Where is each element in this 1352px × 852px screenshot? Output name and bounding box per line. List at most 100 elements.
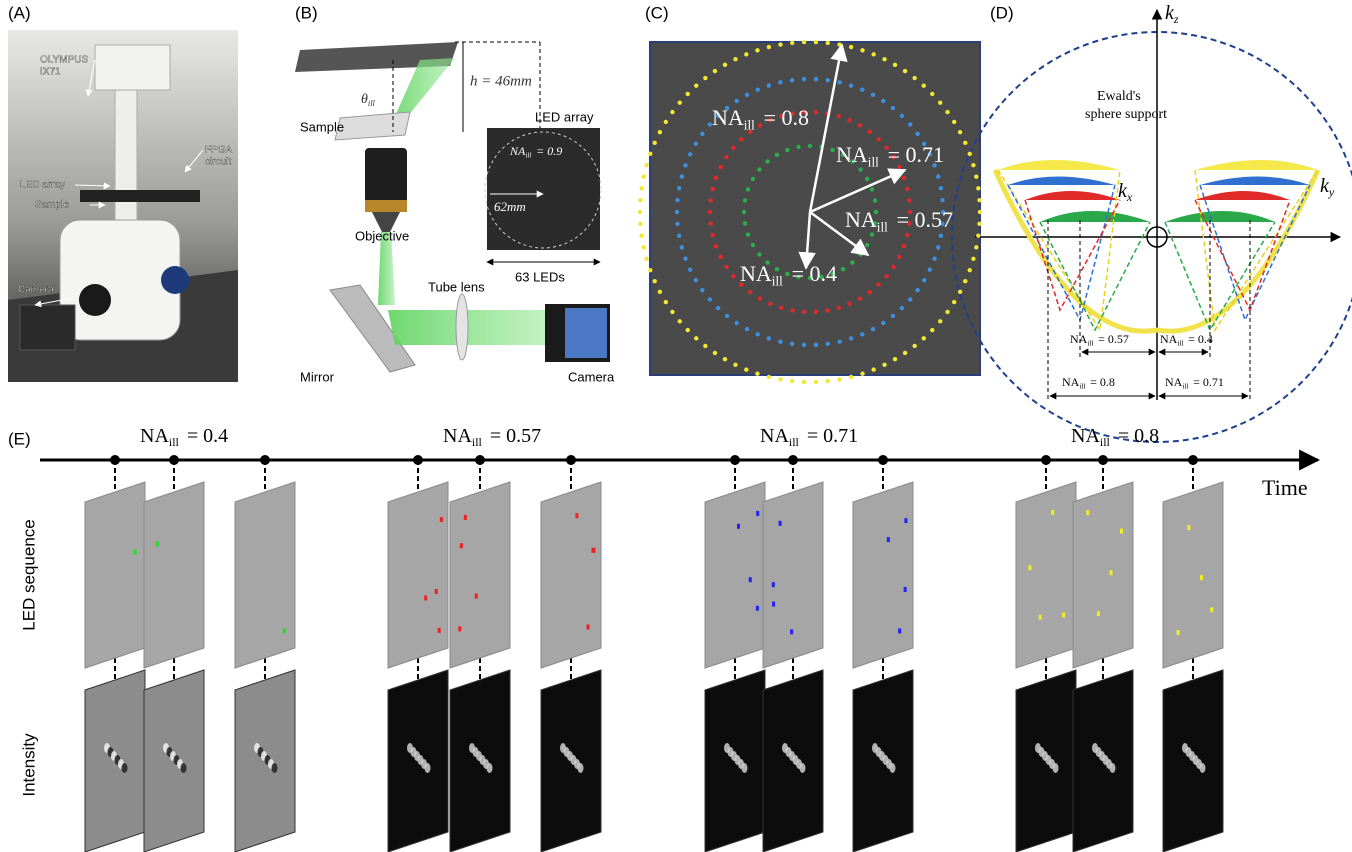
led-dot	[796, 145, 800, 149]
led-dot	[713, 351, 717, 355]
led-frame	[388, 482, 448, 668]
led-dot	[826, 379, 830, 383]
led-dot	[849, 375, 853, 379]
na-label: NAill= 0.57	[1070, 332, 1129, 348]
led-dot	[756, 332, 760, 336]
photo-label: Camera	[18, 285, 54, 296]
na-label: NAill= 0.71	[836, 142, 944, 170]
label-subscript: ill	[744, 118, 755, 133]
led-spot	[1051, 510, 1054, 515]
led-spot	[460, 543, 463, 548]
ewald-label: Ewald's	[1097, 89, 1141, 104]
led-dot	[648, 152, 652, 156]
led-dot	[683, 257, 687, 261]
led-dot	[718, 255, 722, 259]
led-dot	[928, 268, 932, 272]
led-dot	[652, 279, 656, 283]
led-dot	[688, 268, 692, 272]
led-dot	[930, 92, 934, 96]
label-subscript: x	[1126, 190, 1133, 204]
label-subscript: ill	[877, 220, 888, 235]
led-spot	[1039, 615, 1042, 620]
led-dot	[891, 106, 895, 110]
time-point	[1041, 455, 1051, 465]
led-dot	[870, 187, 874, 191]
led-dot	[836, 306, 840, 310]
camera-label: Camera	[568, 369, 615, 384]
led-dot	[814, 77, 818, 81]
label-rest: = 0.71	[807, 425, 858, 447]
led-dot	[915, 132, 919, 136]
led-dot	[907, 198, 911, 202]
time-point	[566, 455, 576, 465]
led-dot	[713, 69, 717, 73]
led-dot	[971, 257, 975, 261]
led-dot	[900, 114, 904, 118]
led-dot	[978, 210, 982, 214]
intensity-blob	[1110, 763, 1116, 773]
led-dot	[746, 187, 750, 191]
led-dot	[858, 123, 862, 127]
led-spot	[435, 589, 438, 594]
led-dot	[724, 265, 728, 269]
led-count-label: 63 LEDs	[515, 269, 565, 284]
label-rest: = 0.71	[888, 142, 944, 167]
led-dot	[930, 328, 934, 332]
led-dot	[664, 120, 668, 124]
led-spot	[475, 594, 478, 599]
led-dot	[703, 344, 707, 348]
led-dot	[814, 380, 818, 384]
led-dot	[785, 148, 789, 152]
label-rest: = 0.71	[1193, 375, 1224, 389]
led-spot	[1097, 611, 1100, 616]
label-base: NA	[140, 425, 169, 447]
led-dot	[700, 132, 704, 136]
label-subscript: ill	[789, 435, 800, 449]
led-dot	[814, 40, 818, 44]
led-dot	[865, 177, 869, 181]
led-dot	[723, 357, 727, 361]
led-dot	[858, 296, 862, 300]
led-dot	[758, 296, 762, 300]
led-frame	[1073, 482, 1133, 668]
led-dot	[664, 300, 668, 304]
panel-label: (D)	[990, 3, 1014, 22]
led-dot	[876, 283, 880, 287]
led-dot	[638, 210, 642, 214]
label-rest: = 0.57	[490, 425, 541, 447]
label-subscript: ill	[525, 151, 531, 159]
led-spot	[756, 511, 759, 516]
led-frame	[763, 482, 823, 668]
time-point	[1188, 455, 1198, 465]
led-dot	[908, 297, 912, 301]
led-array-label: LED array	[535, 109, 594, 124]
led-dot	[642, 245, 646, 249]
led-dot	[912, 76, 916, 80]
led-dot	[900, 306, 904, 310]
led-dot	[876, 137, 880, 141]
led-spot	[587, 624, 590, 629]
led-dot	[708, 221, 712, 225]
intensity-blob	[1200, 763, 1206, 773]
led-spot	[1120, 529, 1123, 534]
led-dot	[922, 83, 926, 87]
led-dot	[902, 176, 906, 180]
led-spot	[1110, 570, 1113, 575]
intensity-blob	[800, 763, 806, 773]
panel-label: (B)	[295, 3, 318, 22]
intensity-blob	[742, 763, 748, 773]
led-dot	[703, 76, 707, 80]
led-dot	[638, 198, 642, 202]
led-dot	[808, 144, 812, 148]
led-spot	[1210, 607, 1213, 612]
led-dot	[714, 176, 718, 180]
led-frame	[1016, 482, 1076, 668]
led-dot	[677, 186, 681, 190]
led-dot	[743, 221, 747, 225]
led-dot	[858, 252, 862, 256]
label-subscript: ill	[368, 99, 376, 108]
led-dot	[779, 306, 783, 310]
led-dot	[767, 375, 771, 379]
led-dot	[971, 163, 975, 167]
led-dot	[746, 232, 750, 236]
